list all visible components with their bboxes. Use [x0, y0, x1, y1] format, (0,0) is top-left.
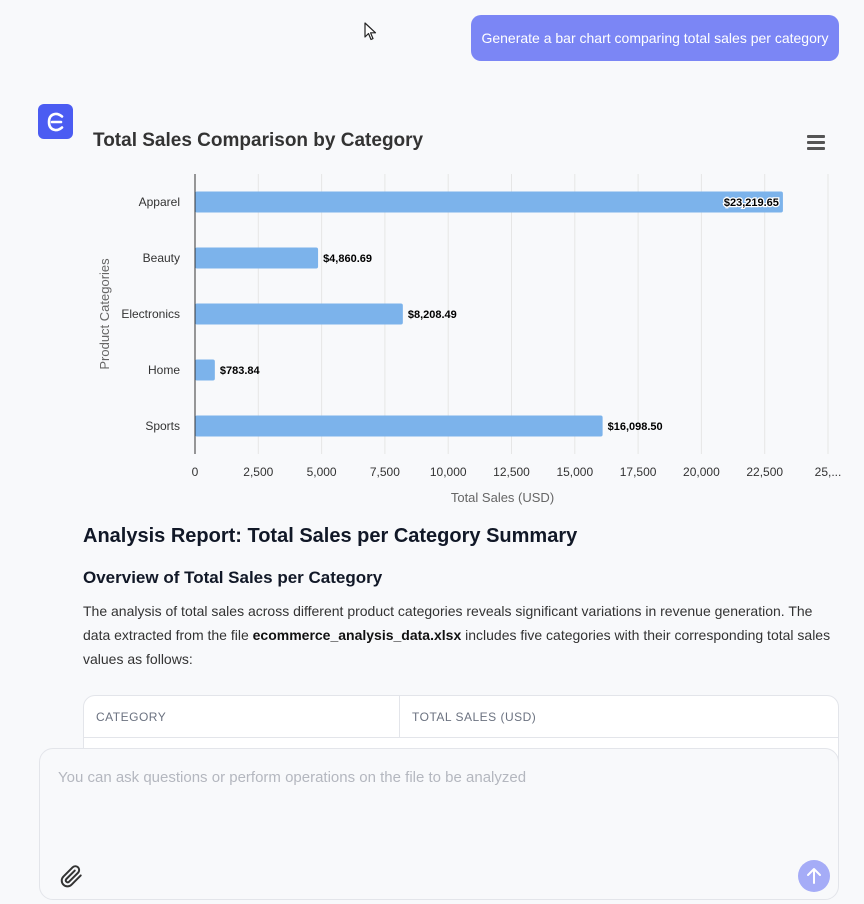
x-tick-label: 2,500 — [243, 465, 273, 479]
category-label: Apparel — [139, 195, 180, 209]
category-label: Sports — [145, 419, 180, 433]
paperclip-icon[interactable] — [58, 863, 84, 889]
bar-electronics — [195, 303, 403, 325]
send-button[interactable] — [798, 860, 830, 892]
category-label: Home — [148, 363, 180, 377]
table-header-total-sales: TOTAL SALES (USD) — [412, 709, 537, 724]
report-paragraph-start: The analysis of total sales across diffe… — [83, 603, 813, 643]
chart-title: Total Sales Comparison by Category — [93, 130, 424, 151]
bar-sports — [195, 415, 603, 437]
arrow-up-icon — [807, 868, 821, 884]
bar-chart: 0 2,500 5,000 7,500 10,000 12,500 15,000 17,500… — [97, 174, 842, 505]
x-tick-label: 17,500 — [620, 465, 657, 479]
data-label: $8,208.49 — [408, 309, 457, 321]
analysis-report: Analysis Report: Total Sales per Categor… — [83, 525, 843, 671]
assistant-logo-icon — [47, 112, 63, 131]
x-tick-label: 25,... — [815, 465, 842, 479]
report-file-name: ecommerce_analysis_data.xlsx — [252, 627, 462, 643]
x-tick-label: 5,000 — [307, 465, 337, 479]
chart-menu-icon[interactable] — [807, 135, 825, 151]
x-tick-label: 12,500 — [493, 465, 530, 479]
category-label: Beauty — [143, 251, 180, 265]
report-paragraph: The analysis of total sales across diffe… — [83, 599, 843, 671]
report-subheading: Overview of Total Sales per Category — [83, 568, 383, 587]
x-axis-title: Total Sales (USD) — [451, 490, 554, 505]
data-label: $783.84 — [220, 365, 261, 377]
category-label: Electronics — [121, 307, 180, 321]
data-label: $4,860.69 — [323, 253, 372, 265]
user-message-bubble: Generate a bar chart comparing total sal… — [471, 15, 839, 61]
x-tick-label: 7,500 — [370, 465, 400, 479]
data-label: $16,098.50 — [608, 421, 663, 433]
bar-home — [195, 359, 215, 381]
table-header-row: CATEGORY TOTAL SALES (USD) — [84, 696, 838, 738]
bar-beauty — [195, 247, 319, 269]
mouse-cursor-icon — [364, 22, 377, 41]
x-tick-label: 15,000 — [556, 465, 593, 479]
message-composer — [39, 748, 839, 900]
bar-apparel — [195, 191, 783, 213]
table-header-category: CATEGORY — [84, 696, 400, 737]
report-paragraph-end: includes five categories with their corr… — [83, 627, 831, 667]
report-heading: Analysis Report: Total Sales per Categor… — [83, 525, 578, 547]
x-tick-label: 0 — [192, 465, 199, 479]
x-tick-label: 10,000 — [430, 465, 467, 479]
x-tick-label: 20,000 — [683, 465, 720, 479]
y-axis-title: Product Categories — [97, 258, 112, 370]
data-label: $23,219.65 — [724, 197, 779, 209]
user-message-text: Generate a bar chart comparing total sal… — [481, 30, 829, 46]
assistant-avatar — [38, 104, 73, 139]
message-input[interactable] — [58, 769, 818, 829]
x-tick-label: 22,500 — [746, 465, 783, 479]
